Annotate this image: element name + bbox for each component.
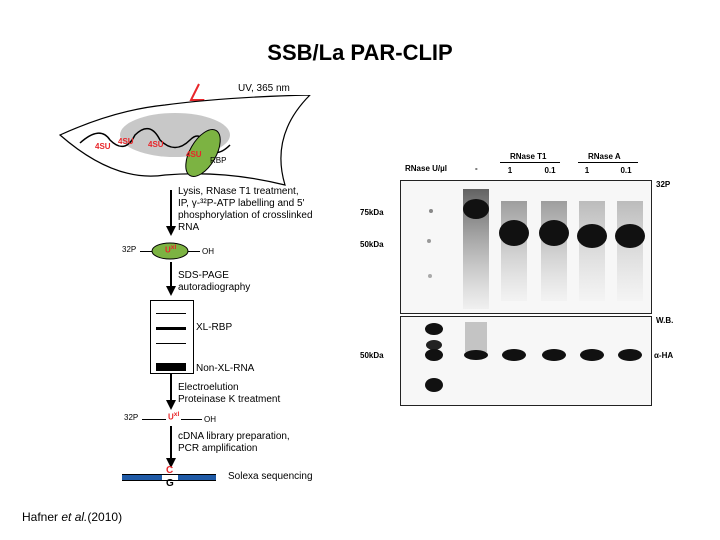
rbp-oval	[151, 242, 189, 260]
step-3-text: Electroelution Proteinase K treatment	[178, 382, 281, 405]
4su-label-3: 4SU	[148, 140, 164, 149]
arrow-4	[170, 426, 172, 460]
p32-gel-label: 32P	[656, 180, 671, 189]
oh-label-2: OH	[204, 415, 216, 424]
step-1-text: Lysis, RNase T1 treatment, IP, γ-³²P-ATP…	[178, 186, 313, 233]
autoradiograph-panel	[400, 180, 652, 314]
lane-t1-1: 1	[507, 166, 513, 175]
arrow-1	[170, 190, 172, 228]
rnase-t1-bar	[500, 162, 560, 163]
workflow-diagram: UV, 365 nm 4SU 4SU 4SU 4SU RBP Lysis, RN…	[0, 0, 360, 500]
lane-t1-01: 0.1	[544, 166, 556, 175]
seq-g-label: G	[166, 478, 174, 489]
rnase-label: RNase U/µl	[405, 164, 447, 173]
uxl-label-1: Uxl	[165, 244, 177, 255]
4su-label-1: 4SU	[95, 142, 111, 151]
lane-a-01: 0.1	[620, 166, 632, 175]
lane-minus: -	[475, 164, 478, 173]
step-2-text: SDS-PAGE autoradiography	[178, 270, 251, 293]
rnase-a-label: RNase A	[588, 152, 621, 161]
seq-bar-left	[122, 475, 162, 480]
slide-title: SSB/La PAR-CLIP	[267, 40, 453, 65]
4su-label-2: 4SU	[118, 137, 134, 146]
seq-c-label: C	[166, 465, 174, 476]
uxl-label-2: Uxl	[166, 411, 182, 422]
arrow-2-head	[166, 286, 176, 296]
western-blot-panel	[400, 316, 652, 406]
arrow-4-head	[166, 458, 176, 468]
arrow-3	[170, 374, 172, 402]
marker-75: 75kDa	[360, 208, 384, 217]
seq-line-top	[122, 474, 216, 475]
arrow-3-head	[166, 400, 176, 410]
alpha-ha-label: α-HA	[654, 351, 674, 360]
p32-label-1: 32P	[122, 245, 137, 254]
p32-label-2: 32P	[124, 413, 139, 422]
wb-label: W.B.	[656, 316, 674, 325]
mini-gel	[150, 300, 194, 374]
4su-label-4: 4SU	[186, 150, 202, 159]
marker-50-bottom: 50kDa	[360, 351, 384, 360]
citation: Hafner et al.(2010)	[22, 510, 123, 524]
gel-figure: RNase U/µl - RNase T1 RNase A 1 0.1 1 0.…	[360, 150, 700, 410]
marker-50-top: 50kDa	[360, 240, 384, 249]
solexa-label: Solexa sequencing	[228, 471, 313, 482]
oh-label-1: OH	[202, 247, 214, 256]
arrow-1-head	[166, 226, 176, 236]
seq-line-bottom	[122, 480, 216, 481]
lane-a-1: 1	[584, 166, 590, 175]
rnase-t1-label: RNase T1	[510, 152, 547, 161]
step-4-text: cDNA library preparation, PCR amplificat…	[178, 431, 290, 454]
uv-label: UV, 365 nm	[238, 83, 290, 94]
xl-rbp-label: XL-RBP	[196, 322, 233, 333]
rnase-a-bar	[578, 162, 638, 163]
cell-diagram	[58, 95, 311, 186]
seq-bar-right	[178, 475, 216, 480]
arrow-2	[170, 262, 172, 288]
rbp-label: RBP	[210, 156, 227, 165]
non-xl-rna-label: Non-XL-RNA	[196, 363, 255, 374]
